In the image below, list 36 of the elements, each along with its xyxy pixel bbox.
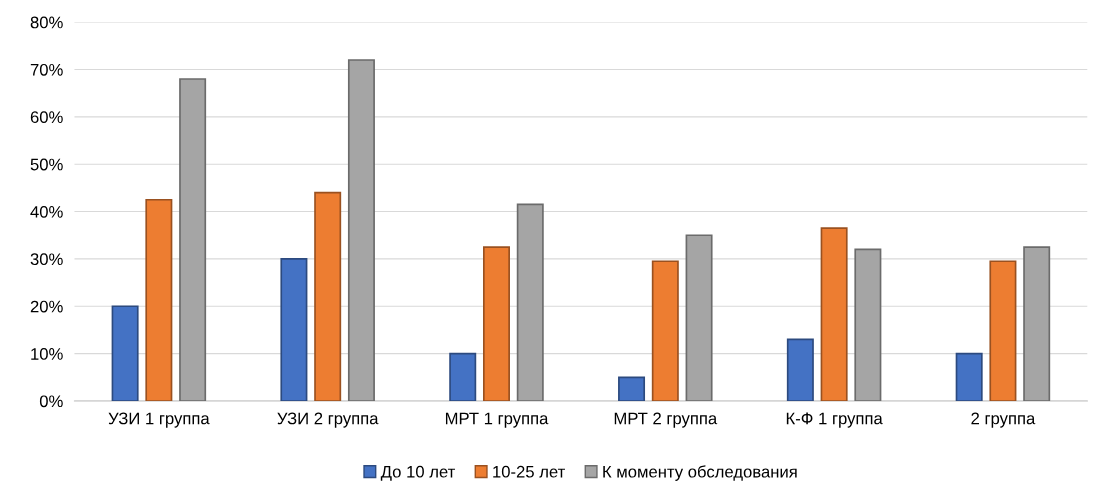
- bar: [145, 198, 173, 401]
- y-tick-label: 40%: [30, 205, 63, 218]
- x-tick-label: К-Ф 1 группа: [786, 412, 883, 428]
- y-tick-label: 60%: [30, 111, 63, 124]
- bar: [854, 248, 882, 401]
- y-tick-label: 20%: [30, 300, 63, 313]
- bar: [651, 260, 679, 401]
- legend-label: До 10 лет: [380, 465, 456, 481]
- bar: [111, 305, 139, 401]
- bar: [820, 227, 848, 401]
- bar: [989, 260, 1017, 401]
- y-tick-label: 30%: [30, 253, 63, 266]
- y-tick-label: 0%: [39, 395, 63, 408]
- y-tick-label: 80%: [30, 16, 63, 29]
- bar: [1023, 246, 1051, 401]
- bar: [179, 78, 207, 401]
- bar: [786, 338, 814, 401]
- bar: [280, 258, 308, 401]
- bar: [618, 376, 646, 401]
- bar: [449, 352, 477, 401]
- x-tick-label: УЗИ 1 группа: [108, 412, 210, 428]
- bar: [955, 352, 983, 401]
- bar: [516, 203, 544, 401]
- legend-label: К моменту обследования: [603, 465, 797, 481]
- x-tick-label: 2 группа: [971, 412, 1036, 428]
- x-tick-label: МРТ 2 группа: [614, 412, 718, 428]
- bar: [685, 234, 713, 401]
- y-tick-label: 50%: [30, 158, 63, 171]
- x-tick-label: УЗИ 2 группа: [277, 412, 379, 428]
- bar: [347, 59, 375, 401]
- bar: [482, 246, 510, 401]
- y-tick-label: 70%: [30, 63, 63, 76]
- y-tick-label: 10%: [31, 348, 63, 360]
- bar: [314, 191, 342, 401]
- x-tick-label: МРТ 1 группа: [445, 412, 549, 428]
- legend-label: 10-25 лет: [493, 465, 565, 478]
